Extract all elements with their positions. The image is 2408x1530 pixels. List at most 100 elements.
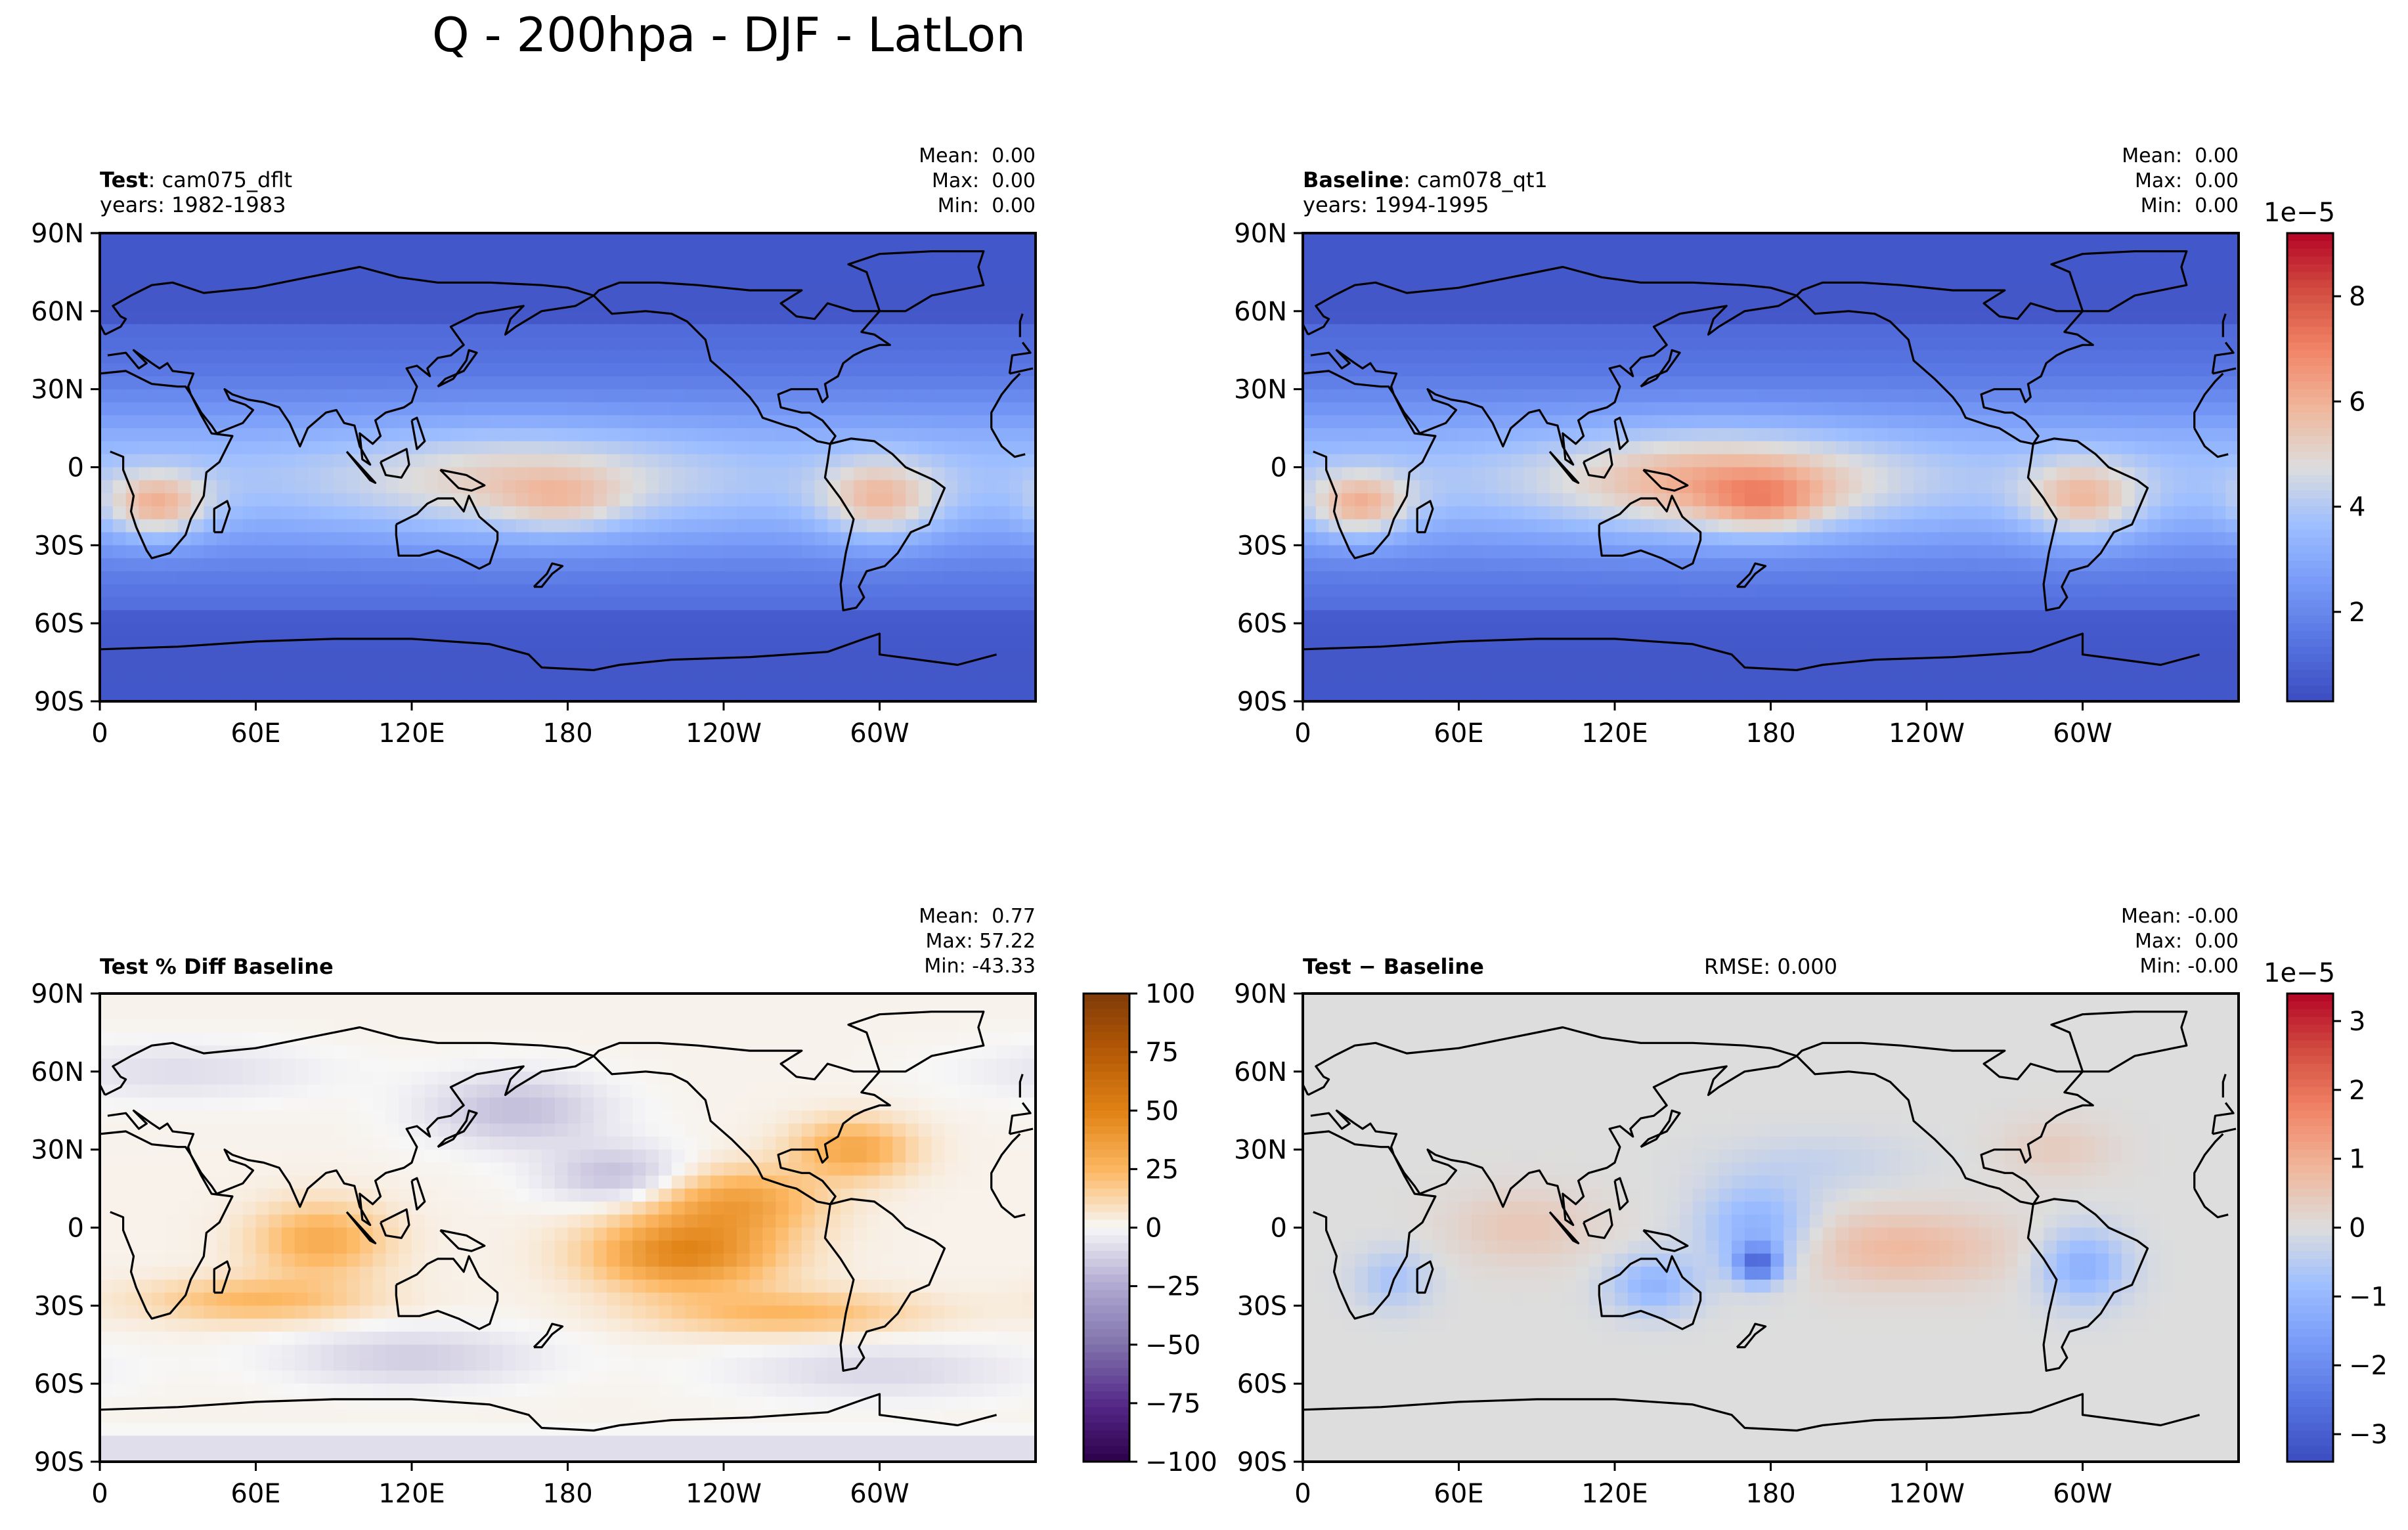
- heatmap-cell: [1303, 337, 1317, 351]
- heatmap-cell: [750, 533, 764, 546]
- heatmap-cell: [139, 623, 152, 637]
- heatmap-cell: [1706, 610, 1720, 624]
- heatmap-cell: [2057, 402, 2070, 416]
- heatmap-cell: [1835, 598, 1849, 611]
- heatmap-cell: [191, 428, 205, 442]
- heatmap-cell: [385, 558, 399, 572]
- heatmap-cell: [1875, 533, 1889, 546]
- heatmap-cell: [477, 350, 491, 364]
- heatmap-cell: [2005, 533, 2019, 546]
- heatmap-cell: [360, 571, 374, 585]
- heatmap-cell: [204, 402, 217, 416]
- heatmap-cell: [2122, 558, 2135, 572]
- heatmap-cell: [750, 558, 764, 572]
- heatmap-cell: [464, 545, 477, 559]
- heatmap-cell: [320, 428, 334, 442]
- heatmap-cell: [2095, 493, 2109, 507]
- heatmap-cell: [152, 441, 165, 455]
- heatmap-cell: [126, 688, 140, 702]
- heatmap-cell: [2083, 493, 2097, 507]
- heatmap-cell: [347, 233, 361, 247]
- heatmap-cell: [2147, 259, 2161, 273]
- heatmap-cell: [1992, 519, 2005, 533]
- heatmap-cell: [515, 376, 529, 390]
- heatmap-cell: [1940, 506, 1954, 520]
- heatmap-cell: [2030, 402, 2044, 416]
- heatmap-cell: [1433, 337, 1447, 351]
- heatmap-cell: [1745, 454, 1759, 468]
- heatmap-cell: [724, 558, 737, 572]
- heatmap-cell: [139, 493, 152, 507]
- heatmap-cell: [2135, 324, 2149, 338]
- heatmap-cell: [672, 649, 686, 663]
- heatmap-cell: [425, 337, 439, 351]
- heatmap-cell: [1965, 623, 1979, 637]
- heatmap-cell: [984, 493, 997, 507]
- heatmap-cell: [412, 350, 426, 364]
- heatmap-cell: [2057, 363, 2070, 377]
- heatmap-cell: [347, 350, 361, 364]
- heatmap-cell: [1953, 610, 1967, 624]
- heatmap-cell: [555, 598, 569, 611]
- heatmap-cell: [1771, 558, 1785, 572]
- heatmap-cell: [1563, 389, 1577, 403]
- heatmap-cell: [269, 636, 282, 650]
- heatmap-cell: [1862, 480, 1875, 494]
- heatmap-cell: [1823, 376, 1837, 390]
- heatmap-cell: [1927, 454, 1940, 468]
- heatmap-cell: [2070, 363, 2084, 377]
- heatmap-cell: [100, 506, 114, 520]
- heatmap-cell: [515, 533, 529, 546]
- heatmap-cell: [1537, 610, 1550, 624]
- heatmap-cell: [113, 558, 127, 572]
- heatmap-cell: [1758, 519, 1772, 533]
- heatmap-cell: [1732, 363, 1745, 377]
- heatmap-cell: [2057, 298, 2070, 312]
- heatmap-cell: [1588, 311, 1602, 325]
- heatmap-cell: [425, 285, 439, 299]
- heatmap-cell: [620, 480, 634, 494]
- heatmap-cell: [191, 376, 205, 390]
- heatmap-cell: [230, 376, 244, 390]
- heatmap-cell: [827, 584, 841, 598]
- heatmap-cell: [672, 610, 686, 624]
- heatmap-cell: [685, 506, 699, 520]
- heatmap-cell: [1394, 533, 1408, 546]
- heatmap-cell: [256, 663, 270, 676]
- heatmap-cell: [854, 493, 867, 507]
- heatmap-cell: [529, 493, 542, 507]
- heatmap-cell: [1667, 584, 1680, 598]
- heatmap-cell: [503, 675, 517, 689]
- heatmap-cell: [1576, 598, 1590, 611]
- heatmap-cell: [334, 454, 347, 468]
- heatmap-cell: [892, 415, 906, 429]
- heatmap-cell: [802, 598, 816, 611]
- heatmap-cell: [1823, 259, 1837, 273]
- heatmap-cell: [1329, 610, 1343, 624]
- heatmap-cell: [1849, 337, 1862, 351]
- heatmap-cell: [685, 663, 699, 676]
- heatmap-cell: [2122, 610, 2135, 624]
- panel-subtitle: years: 1982-1983: [100, 192, 286, 217]
- heatmap-cell: [1329, 337, 1343, 351]
- heatmap-cell: [334, 350, 347, 364]
- heatmap-cell: [1732, 402, 1745, 416]
- heatmap-cell: [737, 636, 751, 650]
- heatmap-cell: [632, 337, 646, 351]
- heatmap-cell: [2070, 533, 2084, 546]
- heatmap-cell: [1316, 519, 1330, 533]
- heatmap-cell: [1771, 272, 1785, 286]
- heatmap-cell: [1718, 298, 1732, 312]
- heatmap-cell: [1303, 389, 1317, 403]
- heatmap-cell: [191, 480, 205, 494]
- heatmap-cell: [2135, 285, 2149, 299]
- heatmap-cell: [503, 663, 517, 676]
- heatmap-cell: [2187, 441, 2200, 455]
- heatmap-cell: [1914, 558, 1927, 572]
- heatmap-cell: [1784, 610, 1797, 624]
- heatmap-cell: [555, 610, 569, 624]
- heatmap-cell: [438, 272, 452, 286]
- heatmap-cell: [971, 468, 984, 481]
- heatmap-cell: [1563, 571, 1577, 585]
